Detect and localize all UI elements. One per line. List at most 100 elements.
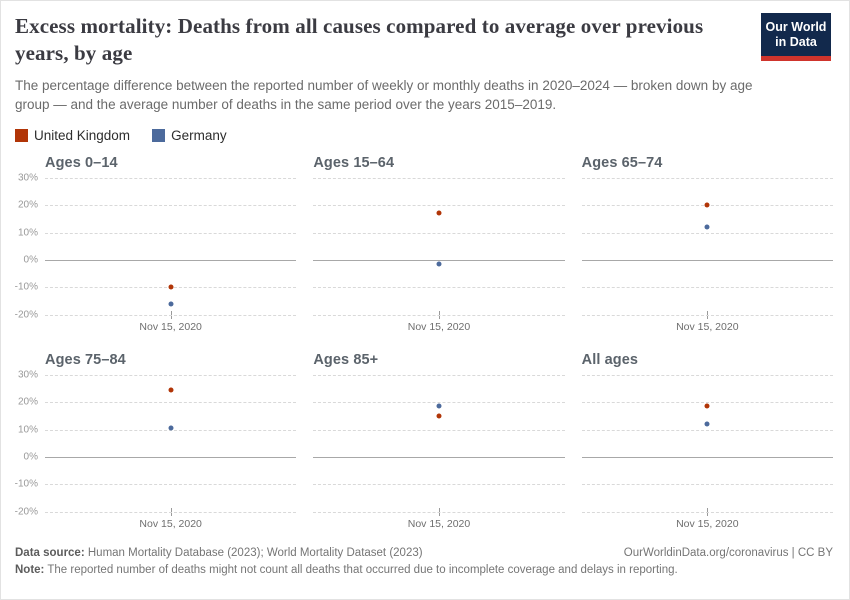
data-source-label: Data source: bbox=[15, 546, 85, 559]
data-point-united-kingdom[interactable] bbox=[704, 202, 710, 208]
gridline bbox=[581, 177, 833, 179]
gridline bbox=[313, 314, 565, 316]
gridline bbox=[581, 402, 833, 404]
x-axis-tick-label: Nov 15, 2020 bbox=[407, 517, 471, 530]
data-source-text: Human Mortality Database (2023); World M… bbox=[84, 546, 423, 559]
zero-gridline bbox=[313, 456, 565, 458]
y-axis-tick-label: -20% bbox=[14, 309, 38, 321]
y-axis-tick-label: 0% bbox=[23, 254, 38, 266]
gridline bbox=[45, 374, 297, 376]
panel-title: All ages bbox=[581, 351, 639, 368]
small-multiples-grid: Ages 0–14 30% 20% 10% 0% -10% -20% Nov 15, 20… bbox=[15, 154, 833, 530]
gridline bbox=[313, 429, 565, 431]
gridline bbox=[313, 177, 565, 179]
gridline bbox=[313, 287, 565, 289]
data-point-germany[interactable] bbox=[704, 224, 710, 230]
plot-area-ages-65-74[interactable] bbox=[581, 177, 833, 319]
legend: United Kingdom Germany bbox=[15, 128, 833, 143]
legend-swatch-germany bbox=[152, 128, 166, 142]
panel-title: Ages 15–64 bbox=[313, 154, 395, 171]
panel-ages-65-74: Ages 65–74 Nov 15, 2020 bbox=[581, 154, 833, 333]
x-axis-tick-label: Nov 15, 2020 bbox=[139, 517, 202, 530]
gridline bbox=[581, 232, 833, 234]
x-axis-tick-label: Nov 15, 2020 bbox=[407, 320, 471, 333]
panel-title: Ages 85+ bbox=[313, 351, 379, 368]
gridline bbox=[45, 484, 297, 486]
legend-swatch-united-kingdom bbox=[15, 128, 28, 142]
data-point-united-kingdom[interactable] bbox=[704, 403, 710, 409]
plot-area-all-ages[interactable] bbox=[581, 374, 833, 516]
data-point-united-kingdom[interactable] bbox=[436, 413, 442, 419]
y-axis-tick-label: 20% bbox=[17, 199, 38, 211]
data-point-germany[interactable] bbox=[436, 261, 442, 267]
x-axis-tick-label: Nov 15, 2020 bbox=[676, 320, 739, 333]
zero-gridline bbox=[581, 259, 833, 261]
owid-logo-line1: Our World bbox=[765, 20, 827, 34]
note-line: Note: The reported number of deaths migh… bbox=[15, 564, 833, 576]
y-axis-tick-label: -20% bbox=[14, 506, 38, 518]
zero-gridline bbox=[45, 456, 297, 458]
gridline bbox=[313, 402, 565, 404]
chart-title: Excess mortality: Deaths from all causes… bbox=[15, 14, 704, 66]
gridline bbox=[45, 314, 297, 316]
gridline bbox=[313, 374, 565, 376]
zero-gridline bbox=[45, 259, 297, 261]
plot-area-ages-75-84[interactable]: 30% 20% 10% 0% -10% -20% bbox=[15, 369, 297, 517]
license-link[interactable]: OurWorldinData.org/coronavirus | CC BY bbox=[623, 546, 833, 559]
gridline bbox=[45, 177, 297, 179]
gridline bbox=[581, 314, 833, 316]
gridline bbox=[581, 429, 833, 431]
gridline bbox=[313, 205, 565, 207]
data-point-germany[interactable] bbox=[168, 425, 174, 431]
data-point-germany[interactable] bbox=[436, 403, 442, 409]
data-source-line: Data source: Human Mortality Database (2… bbox=[15, 547, 423, 559]
gridline bbox=[581, 484, 833, 486]
panel-ages-75-84: Ages 75–84 30% 20% 10% 0% -10% -20% Nov 15, 2… bbox=[15, 351, 297, 530]
legend-item-united-kingdom[interactable]: United Kingdom bbox=[15, 128, 130, 143]
legend-item-germany[interactable]: Germany bbox=[152, 128, 227, 143]
chart-footer: Data source: Human Mortality Database (2… bbox=[15, 547, 833, 576]
owid-logo[interactable]: Our World in Data bbox=[761, 13, 831, 61]
gridline bbox=[313, 511, 565, 513]
gridline bbox=[581, 511, 833, 513]
zero-gridline bbox=[313, 259, 565, 261]
panel-title: Ages 0–14 bbox=[45, 154, 118, 171]
panel-ages-15-64: Ages 15–64 Nov 15, 2020 bbox=[313, 154, 565, 333]
y-axis-tick-label: 30% bbox=[17, 172, 38, 184]
y-axis-tick-label: 10% bbox=[17, 227, 38, 239]
data-point-germany[interactable] bbox=[704, 421, 710, 427]
panel-title: Ages 65–74 bbox=[581, 154, 663, 171]
plot-area-ages-15-64[interactable] bbox=[313, 177, 565, 319]
gridline bbox=[45, 205, 297, 207]
y-axis-tick-label: 10% bbox=[17, 424, 38, 436]
note-label: Note: bbox=[15, 563, 45, 576]
x-axis-tick-label: Nov 15, 2020 bbox=[139, 320, 202, 333]
gridline bbox=[45, 232, 297, 234]
plot-area-ages-85-plus[interactable] bbox=[313, 374, 565, 516]
y-axis-tick-label: 0% bbox=[23, 451, 38, 463]
data-point-united-kingdom[interactable] bbox=[168, 284, 174, 290]
x-axis-tick-label: Nov 15, 2020 bbox=[676, 517, 739, 530]
panel-ages-85-plus: Ages 85+ Nov 15, 2020 bbox=[313, 351, 565, 530]
gridline bbox=[313, 484, 565, 486]
gridline bbox=[45, 511, 297, 513]
data-point-germany[interactable] bbox=[168, 301, 174, 307]
panel-title: Ages 75–84 bbox=[45, 351, 126, 368]
data-point-united-kingdom[interactable] bbox=[168, 387, 174, 393]
y-axis-tick-label: 20% bbox=[17, 396, 38, 408]
legend-label-germany: Germany bbox=[171, 127, 227, 143]
data-point-united-kingdom[interactable] bbox=[436, 210, 442, 216]
gridline bbox=[45, 402, 297, 404]
gridline bbox=[581, 374, 833, 376]
chart-header: Excess mortality: Deaths from all causes… bbox=[15, 13, 833, 115]
plot-area-ages-0-14[interactable]: 30% 20% 10% 0% -10% -20% bbox=[15, 172, 297, 320]
chart-subtitle: The percentage difference between the re… bbox=[15, 77, 753, 113]
legend-label-united-kingdom: United Kingdom bbox=[34, 127, 131, 143]
y-axis-tick-label: -10% bbox=[14, 478, 38, 490]
y-axis-tick-label: 30% bbox=[17, 369, 38, 381]
zero-gridline bbox=[581, 456, 833, 458]
gridline bbox=[581, 287, 833, 289]
note-text: The reported number of deaths might not … bbox=[44, 563, 678, 576]
